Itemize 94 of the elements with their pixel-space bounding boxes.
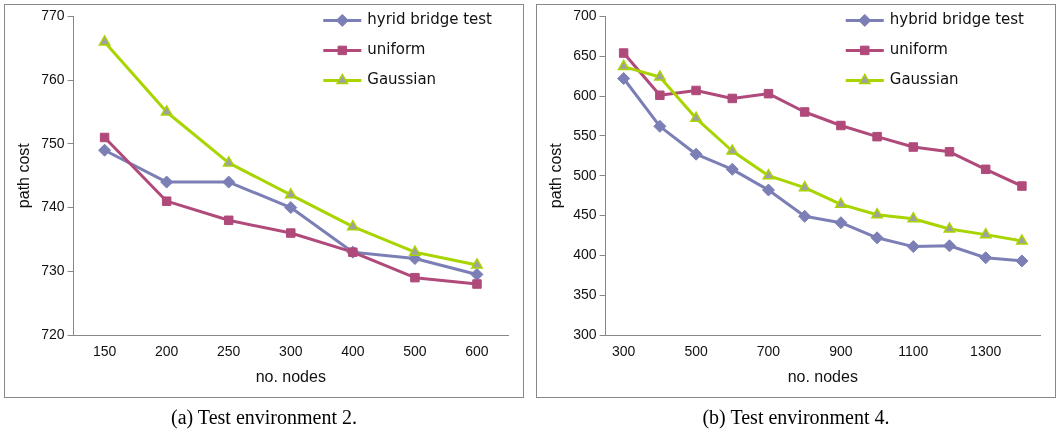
point (762, 168, 775, 180)
x-tick-label: 700 (756, 343, 781, 360)
y-tick-label: 700 (573, 7, 597, 24)
point (761, 183, 775, 197)
point (408, 245, 421, 256)
x-tick-label: 600 (465, 343, 489, 360)
y-tick-label: 400 (573, 246, 597, 263)
point (979, 251, 993, 265)
legend-label: Gaussian (367, 70, 437, 89)
point (872, 131, 882, 142)
point (99, 132, 110, 143)
point (98, 35, 111, 46)
y-tick-label: 760 (41, 70, 65, 87)
point (160, 175, 174, 189)
point (472, 279, 482, 289)
point (284, 188, 297, 199)
point (470, 267, 484, 281)
point (346, 219, 359, 231)
point (798, 180, 811, 192)
x-tick-label: 1100 (898, 343, 929, 360)
point (725, 162, 739, 176)
x-tick-label: 250 (217, 343, 241, 360)
point (836, 120, 846, 131)
y-tick-label: 500 (573, 166, 597, 183)
x-tick-label: 300 (279, 343, 303, 360)
point (908, 142, 919, 152)
point (870, 231, 884, 245)
point (655, 90, 665, 100)
point (161, 196, 172, 206)
x-tick-label: 500 (684, 343, 708, 360)
point (906, 240, 920, 254)
point (726, 144, 739, 155)
point (907, 211, 920, 223)
point (980, 164, 991, 175)
point (223, 215, 234, 226)
point (471, 258, 483, 269)
point (98, 143, 112, 157)
legend-label: hyrid bridge test (367, 10, 493, 29)
point (763, 88, 774, 99)
point (690, 111, 703, 123)
y-tick-label: 770 (41, 7, 65, 24)
point (944, 147, 955, 157)
x-tick-label: 200 (154, 343, 179, 360)
point (410, 272, 420, 283)
x-tick-label: 400 (341, 343, 365, 360)
text: (b) Test environment 4. (701, 406, 891, 429)
point (834, 197, 847, 209)
x-tick-label: 1300 (970, 343, 1002, 360)
point (222, 175, 236, 189)
point (799, 107, 810, 117)
legend-label: uniform (889, 40, 948, 59)
point (979, 227, 992, 239)
point (286, 228, 296, 238)
x-tick-label: 150 (92, 343, 117, 360)
point (689, 147, 703, 161)
point (834, 216, 848, 230)
x-axis-title: no. nodes (787, 367, 858, 385)
point (1015, 234, 1028, 245)
point (871, 207, 884, 219)
point (1015, 254, 1029, 268)
y-tick-label: 740 (41, 198, 65, 215)
y-tick-label: 730 (41, 262, 65, 279)
y-tick-label: 720 (41, 325, 65, 342)
point (1017, 181, 1027, 191)
y-tick-label: 600 (573, 86, 597, 103)
legend-label: uniform (367, 40, 426, 59)
point (691, 85, 701, 96)
point (727, 93, 738, 104)
point (284, 201, 298, 215)
x-tick-label: 500 (403, 343, 427, 360)
point (222, 156, 235, 167)
y-tick-label: 650 (573, 47, 597, 64)
point (160, 105, 173, 116)
point (942, 239, 956, 253)
point (798, 209, 812, 223)
legend-label: Gaussian (889, 70, 959, 89)
point (618, 48, 629, 58)
point (617, 72, 631, 86)
x-tick-label: 900 (829, 343, 853, 360)
y-tick-label: 750 (41, 134, 65, 151)
x-axis-title: no. nodes (255, 367, 326, 385)
point (653, 119, 667, 133)
y-tick-label: 450 (573, 206, 597, 223)
y-axis-title: path cost (15, 142, 33, 209)
point (617, 59, 630, 71)
y-tick-label: 350 (573, 286, 597, 303)
point (943, 222, 956, 233)
legend-label: hybrid bridge test (889, 10, 1025, 29)
y-axis-title: path cost (547, 142, 565, 209)
y-tick-label: 550 (573, 126, 597, 143)
text: (a) Test environment 2. (170, 406, 358, 429)
y-tick-label: 300 (573, 325, 597, 342)
point (653, 70, 666, 81)
x-tick-label: 300 (611, 343, 636, 360)
